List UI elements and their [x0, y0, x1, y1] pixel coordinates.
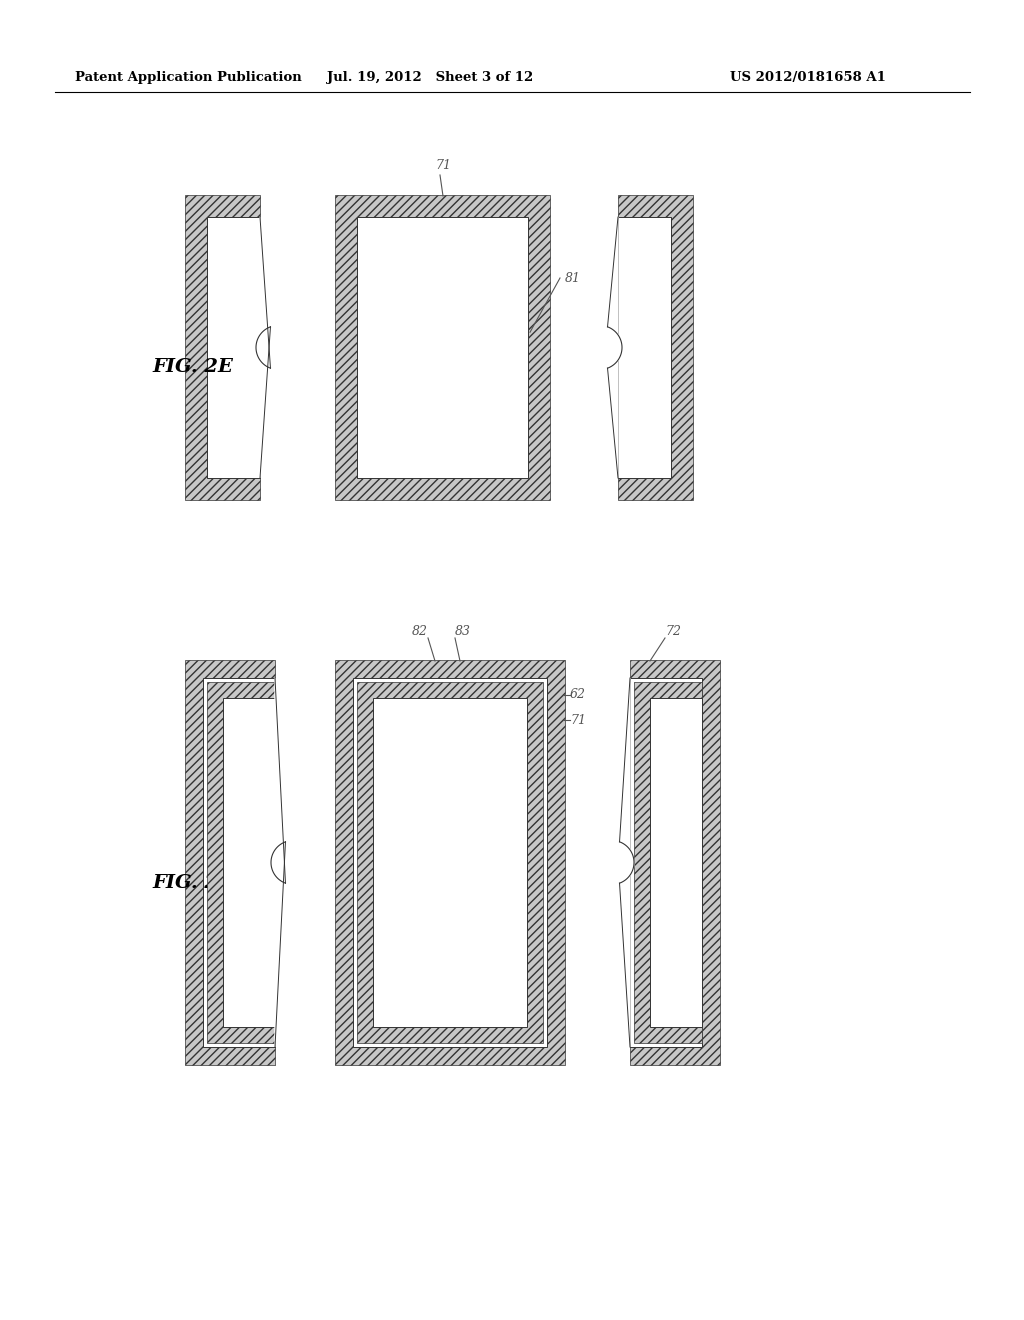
Text: 71: 71 [435, 158, 451, 172]
Bar [185, 660, 275, 1065]
Text: 82: 82 [412, 624, 428, 638]
Bar [634, 682, 702, 1043]
Bar [630, 660, 720, 1065]
Bar [357, 682, 543, 1043]
Bar [373, 698, 527, 1027]
Bar [353, 678, 547, 1047]
Text: 81: 81 [565, 272, 581, 285]
Bar [185, 195, 260, 500]
Text: 72: 72 [665, 624, 681, 638]
Text: 62: 62 [570, 689, 586, 701]
Bar [335, 660, 565, 1065]
Bar [630, 678, 702, 1047]
Polygon shape [256, 216, 270, 478]
Bar [223, 698, 275, 1027]
Bar [207, 216, 260, 478]
Bar [207, 682, 275, 1043]
Bar [618, 195, 693, 500]
Bar [203, 678, 275, 1047]
Bar [650, 698, 702, 1027]
Polygon shape [271, 678, 286, 1047]
Text: 83: 83 [455, 624, 471, 638]
Text: Jul. 19, 2012   Sheet 3 of 12: Jul. 19, 2012 Sheet 3 of 12 [327, 71, 534, 84]
Bar [335, 195, 550, 500]
Polygon shape [620, 678, 634, 1047]
Text: FIG. 2F: FIG. 2F [152, 874, 231, 891]
Bar [618, 216, 671, 478]
Text: Patent Application Publication: Patent Application Publication [75, 71, 302, 84]
Polygon shape [607, 216, 622, 478]
Bar [357, 216, 528, 478]
Text: US 2012/0181658 A1: US 2012/0181658 A1 [730, 71, 886, 84]
Text: FIG. 2E: FIG. 2E [152, 359, 232, 376]
Text: 71: 71 [570, 714, 586, 726]
